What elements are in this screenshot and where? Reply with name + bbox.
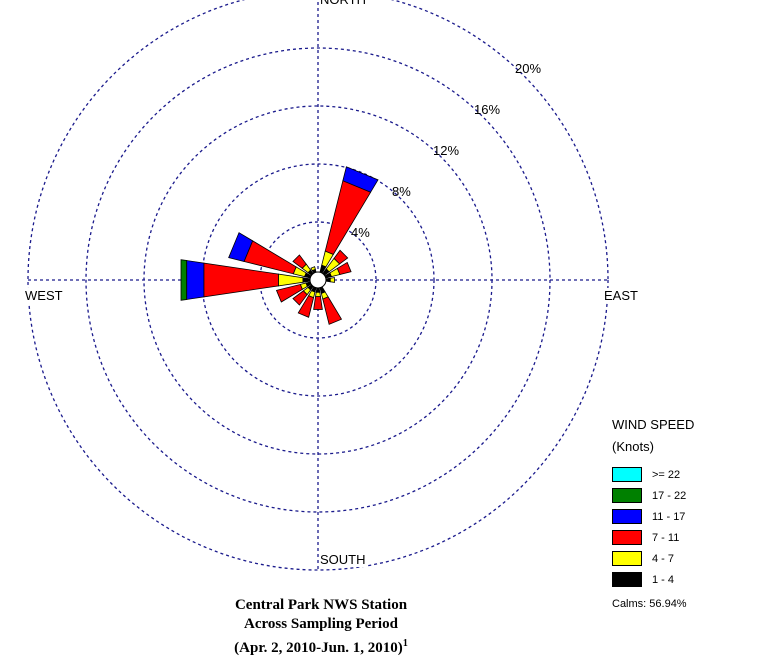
petal-segment (315, 287, 321, 293)
petal-22.5-deg (319, 166, 379, 274)
legend-subtitle: (Knots) (612, 439, 654, 454)
caption-line-3: (Apr. 2, 2010-Jun. 1, 2010)1 (188, 634, 454, 658)
wind-petals (180, 166, 379, 325)
petal-180-deg (313, 287, 323, 310)
caption-line-3-text: (Apr. 2, 2010-Jun. 1, 2010) (234, 640, 403, 656)
legend-swatch (612, 467, 642, 482)
direction-label-bg (24, 288, 64, 303)
legend-label: 7 - 11 (652, 531, 680, 544)
petal-292.5-deg (228, 232, 312, 279)
petal-segment (313, 296, 323, 310)
legend-item: 7 - 11 (612, 527, 694, 548)
petal-90-deg (325, 277, 335, 283)
petal-270-deg (180, 259, 311, 301)
petal-segment (315, 291, 321, 297)
ring-label: 4% (351, 225, 370, 240)
caption-footnote: 1 (402, 638, 408, 649)
caption-line-2: Across Sampling Period (244, 616, 398, 632)
direction-label-bg (319, 552, 368, 567)
petal-segment (186, 260, 205, 300)
legend-swatch (612, 572, 642, 587)
petal-segment (329, 277, 335, 283)
petal-segment (278, 273, 304, 287)
ring-label: 16% (474, 102, 500, 117)
calm-circle (309, 271, 327, 289)
direction-label-north: NORTH (320, 0, 366, 7)
direction-label-west: WEST (25, 288, 63, 303)
petal-segment (243, 240, 297, 275)
legend-label: >= 22 (652, 468, 681, 481)
petal-segment (302, 277, 311, 283)
legend-label: 11 - 17 (652, 510, 686, 523)
calms-label: Calms: 56.94% (612, 598, 687, 610)
legend-title: WIND SPEED (612, 417, 695, 432)
petal-segment (180, 259, 188, 301)
legend: WIND SPEED (Knots) >= 22 17 - 22 11 - 17 7 … (612, 414, 694, 610)
chart-caption: Central Park NWS Station Across Sampling… (188, 596, 454, 658)
caption-line-1: Central Park NWS Station (234, 597, 408, 613)
direction-labels: NORTH EAST SOUTH WEST (24, 0, 643, 567)
petal-315-deg (292, 254, 314, 276)
petal-247.5-deg (275, 281, 312, 303)
petal-segment (325, 277, 331, 283)
legend-item: 17 - 22 (612, 485, 694, 506)
legend-label: 4 - 7 (652, 552, 675, 565)
legend-item: >= 22 (612, 464, 694, 485)
ring-labels: 4% 8% 12% 16% 20% (351, 61, 542, 240)
legend-swatch (612, 551, 642, 566)
legend-swatch (612, 509, 642, 524)
legend-label: 17 - 22 (652, 489, 687, 502)
direction-label-bg (319, 0, 368, 7)
ring-label: 20% (515, 61, 541, 76)
ring-label: 8% (392, 184, 411, 199)
petal-157.5-deg (319, 286, 343, 325)
legend-label: 1 - 4 (652, 573, 675, 586)
direction-label-south: SOUTH (320, 552, 366, 567)
direction-label-east: EAST (604, 288, 638, 303)
legend-item: 4 - 7 (612, 548, 694, 569)
direction-label-bg (603, 288, 643, 303)
petal-45-deg (322, 249, 349, 276)
ring-label: 12% (433, 143, 459, 158)
legend-swatch (612, 530, 642, 545)
legend-item: 11 - 17 (612, 506, 694, 527)
legend-rows: >= 22 17 - 22 11 - 17 7 - 11 4 - 7 1 - 4 (612, 464, 694, 590)
legend-item: 1 - 4 (612, 569, 694, 590)
petal-segment (322, 296, 343, 325)
ring-20-percent (27, 0, 609, 571)
legend-swatch (612, 488, 642, 503)
petal-segment (203, 262, 279, 298)
petal-225-deg (292, 284, 314, 306)
